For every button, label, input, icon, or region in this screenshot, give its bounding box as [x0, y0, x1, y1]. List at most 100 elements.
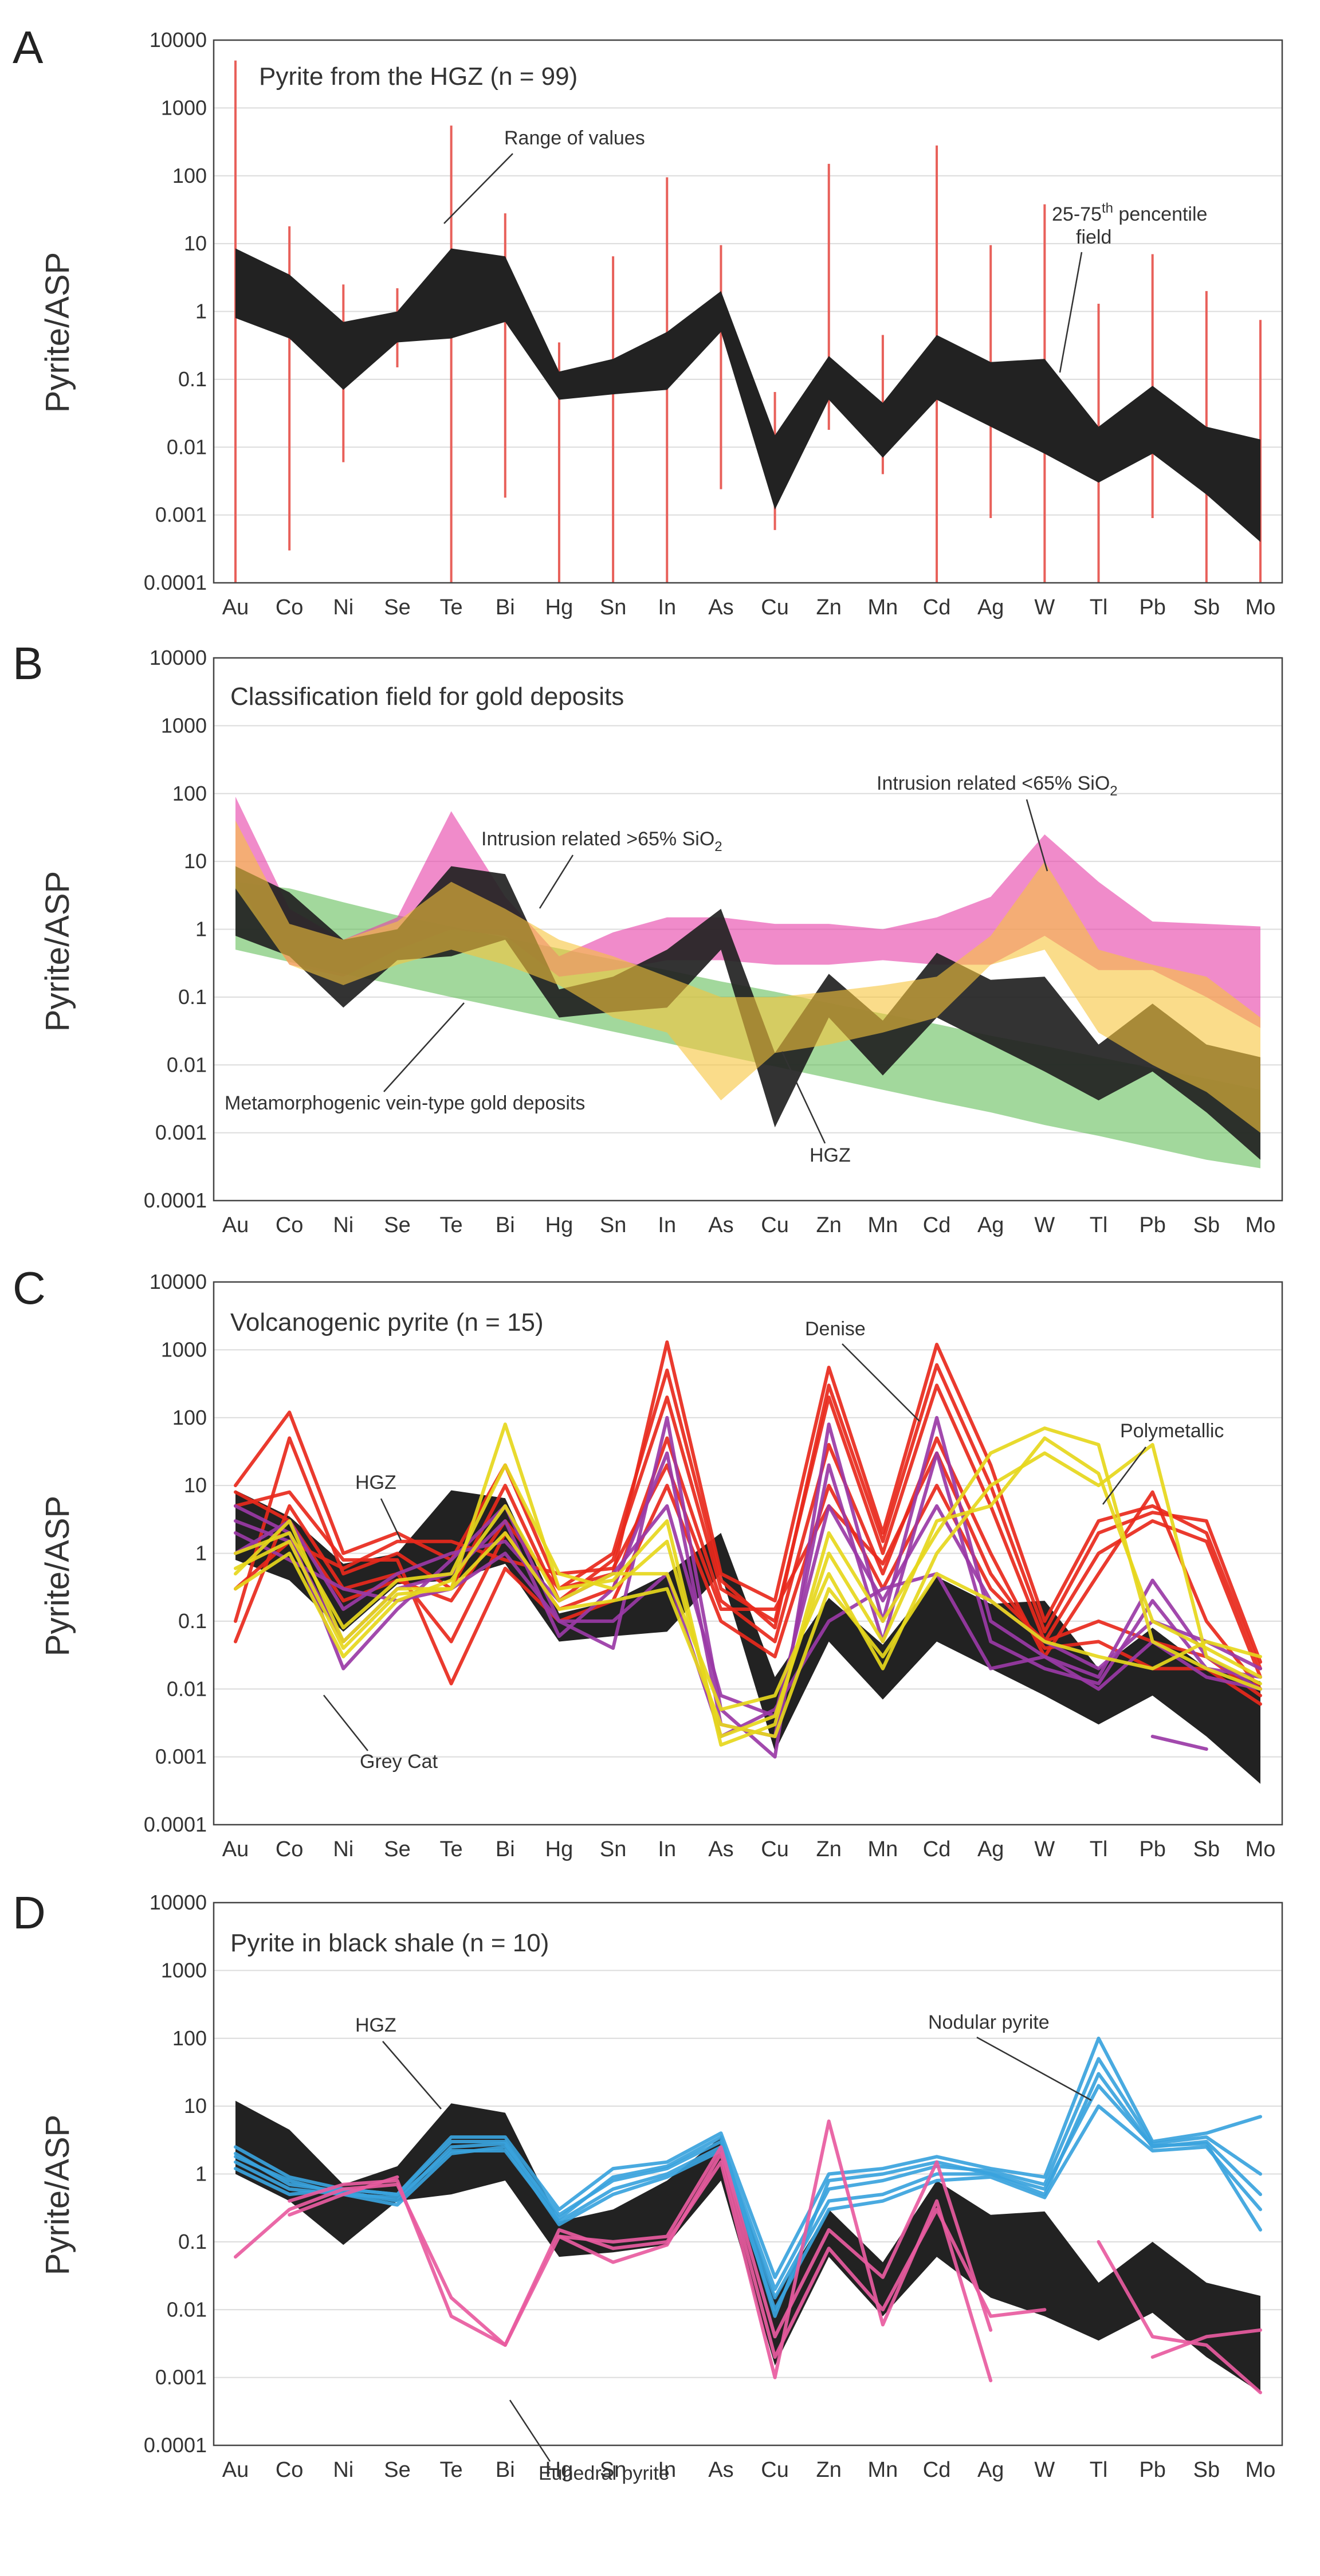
annotation-leader [1102, 1446, 1146, 1505]
y-tick-label: 0.1 [178, 2230, 207, 2253]
y-tick-label: 1 [195, 1542, 207, 1565]
x-tick-label: Ag [977, 2458, 1004, 2482]
series-line [234, 1531, 1262, 1738]
intrusion-high-silica-field [235, 820, 1260, 1133]
annotation-leader [539, 854, 574, 909]
y-tick-label: 0.0001 [144, 1813, 207, 1836]
series-line [288, 2151, 1047, 2359]
y-tick-label: 100 [172, 164, 207, 187]
y-tick-label: 0.001 [155, 1745, 207, 1769]
x-tick-label: As [708, 2458, 733, 2482]
x-tick-label: Hg [545, 2458, 573, 2482]
annotation-leader [382, 2041, 442, 2110]
y-tick-label: 1000 [161, 1958, 207, 1982]
x-tick-label: Cu [761, 1213, 789, 1237]
classification-fields [235, 797, 1260, 1169]
x-tick-label: W [1034, 1837, 1055, 1861]
panel-c: C Pyrite/ASP 10000 1000 100 10 1 0.1 0.01 0.001… [13, 1262, 1283, 1861]
y-tick-label: 100 [172, 2026, 207, 2050]
x-tick-label: Mo [1246, 2458, 1276, 2482]
x-axis: Au Co Ni Se Te Bi Hg Sn In As Cu Zn Mn Cd Ag W Tl Pb Sb Mo [222, 1837, 1276, 1861]
panel-a: A Pyrite/ASP 10000 1000 100 10 1 0.1 0.01 0.001… [13, 22, 1283, 620]
x-tick-label: Co [276, 595, 304, 620]
y-tick-label: 10 [184, 849, 207, 873]
annotation-leader [976, 2036, 1092, 2101]
y-axis-label: Pyrite/ASP [39, 871, 76, 1032]
y-tick-label: 0.001 [155, 503, 207, 527]
panel-title: Pyrite from the HGZ (n = 99) [259, 62, 578, 91]
annotation-subscript: 2 [714, 839, 722, 854]
x-tick-label: As [708, 595, 733, 620]
x-tick-label: Te [440, 1213, 463, 1237]
y-axis: 10000 1000 100 10 1 0.1 0.01 0.001 0.0001 [144, 1891, 207, 2457]
annotation-metamorphogenic: Metamorphogenic vein-type gold deposits [225, 1092, 585, 1114]
y-tick-label: 1000 [161, 1338, 207, 1361]
x-tick-label: Ag [977, 1837, 1004, 1861]
x-tick-label: W [1034, 2458, 1055, 2482]
x-tick-label: Pb [1139, 2458, 1165, 2482]
x-tick-label: Zn [816, 1213, 842, 1237]
x-tick-label: In [658, 595, 676, 620]
y-tick-label: 10000 [150, 646, 207, 669]
series-line [234, 1436, 1262, 1738]
x-tick-label: Te [440, 595, 463, 620]
annotation-part: Intrusion related >65% SiO [481, 828, 714, 850]
sample-lines [234, 1340, 1262, 1759]
x-tick-label: Au [222, 1213, 249, 1237]
series-line [557, 2145, 993, 2339]
x-tick-label: Hg [545, 1213, 573, 1237]
y-axis-label: Pyrite/ASP [39, 252, 76, 413]
x-tick-label: Ag [977, 595, 1004, 620]
x-tick-label: Se [384, 1213, 410, 1237]
panel-title: Classification field for gold deposits [230, 683, 624, 711]
annotation-superscript: th [1102, 201, 1113, 216]
plot-frame [213, 657, 1283, 1202]
series-line [234, 2084, 1262, 2318]
annotation-grey-cat: Grey Cat [360, 1751, 438, 1773]
annotation-part: Intrusion related <65% SiO [877, 773, 1110, 794]
annotation-leader [1059, 252, 1083, 373]
series-line [288, 2175, 399, 2217]
y-tick-label: 0.0001 [144, 2433, 207, 2457]
panel-letter: B [13, 638, 43, 689]
sample-lines [234, 2036, 1262, 2394]
series-line [234, 1340, 1262, 1671]
x-tick-label: W [1034, 1213, 1055, 1237]
annotation-denise: Denise [805, 1318, 866, 1340]
x-axis: Au Co Ni Se Te Bi Hg Sn In As Cu Zn Mn Cd Ag W Tl Pb Sb Mo [222, 595, 1276, 620]
y-tick-label: 0.01 [167, 1677, 207, 1700]
series-line [234, 1363, 1262, 1664]
x-tick-label: Cu [761, 1837, 789, 1861]
annotation-hgz: HGZ [355, 2014, 396, 2036]
annotation-range-of-values: Range of values [504, 127, 645, 149]
x-tick-label: Se [384, 2458, 410, 2482]
y-tick-label: 1000 [161, 96, 207, 119]
y-tick-label: 10 [184, 1473, 207, 1497]
annotation-leader [380, 1498, 402, 1541]
y-tick-label: 10 [184, 2094, 207, 2118]
x-tick-label: Co [276, 1213, 304, 1237]
x-tick-label: Sn [600, 595, 626, 620]
x-tick-label: Co [276, 1837, 304, 1861]
y-tick-label: 0.1 [178, 985, 207, 1009]
x-tick-label: Se [384, 595, 410, 620]
panel-title: Pyrite in black shale (n = 10) [230, 1929, 549, 1957]
y-tick-label: 10 [184, 232, 207, 255]
x-tick-label: Mo [1246, 595, 1276, 620]
x-tick-label: Cd [923, 1213, 951, 1237]
x-tick-label: Sb [1193, 1837, 1220, 1861]
percentile-band [235, 248, 1260, 542]
x-axis: Au Co Ni Se Te Bi Hg Sn In As Cu Zn Mn Cd Ag W Tl Pb Sb Mo [222, 1213, 1276, 1237]
x-tick-label: Mo [1246, 1837, 1276, 1861]
x-tick-label: Mn [867, 1837, 898, 1861]
annotation-percentile-field-line2: field [1076, 226, 1111, 248]
y-tick-label: 10000 [150, 28, 207, 52]
x-tick-label: Ni [333, 595, 353, 620]
x-tick-label: Zn [816, 595, 842, 620]
x-tick-label: Zn [816, 1837, 842, 1861]
x-tick-label: Ni [333, 2458, 353, 2482]
x-tick-label: W [1034, 595, 1055, 620]
series-line [234, 1451, 1262, 1706]
annotation-euhedral-pyrite: Euhedral pyrite [539, 2463, 670, 2484]
annotation-leader [383, 1002, 465, 1092]
